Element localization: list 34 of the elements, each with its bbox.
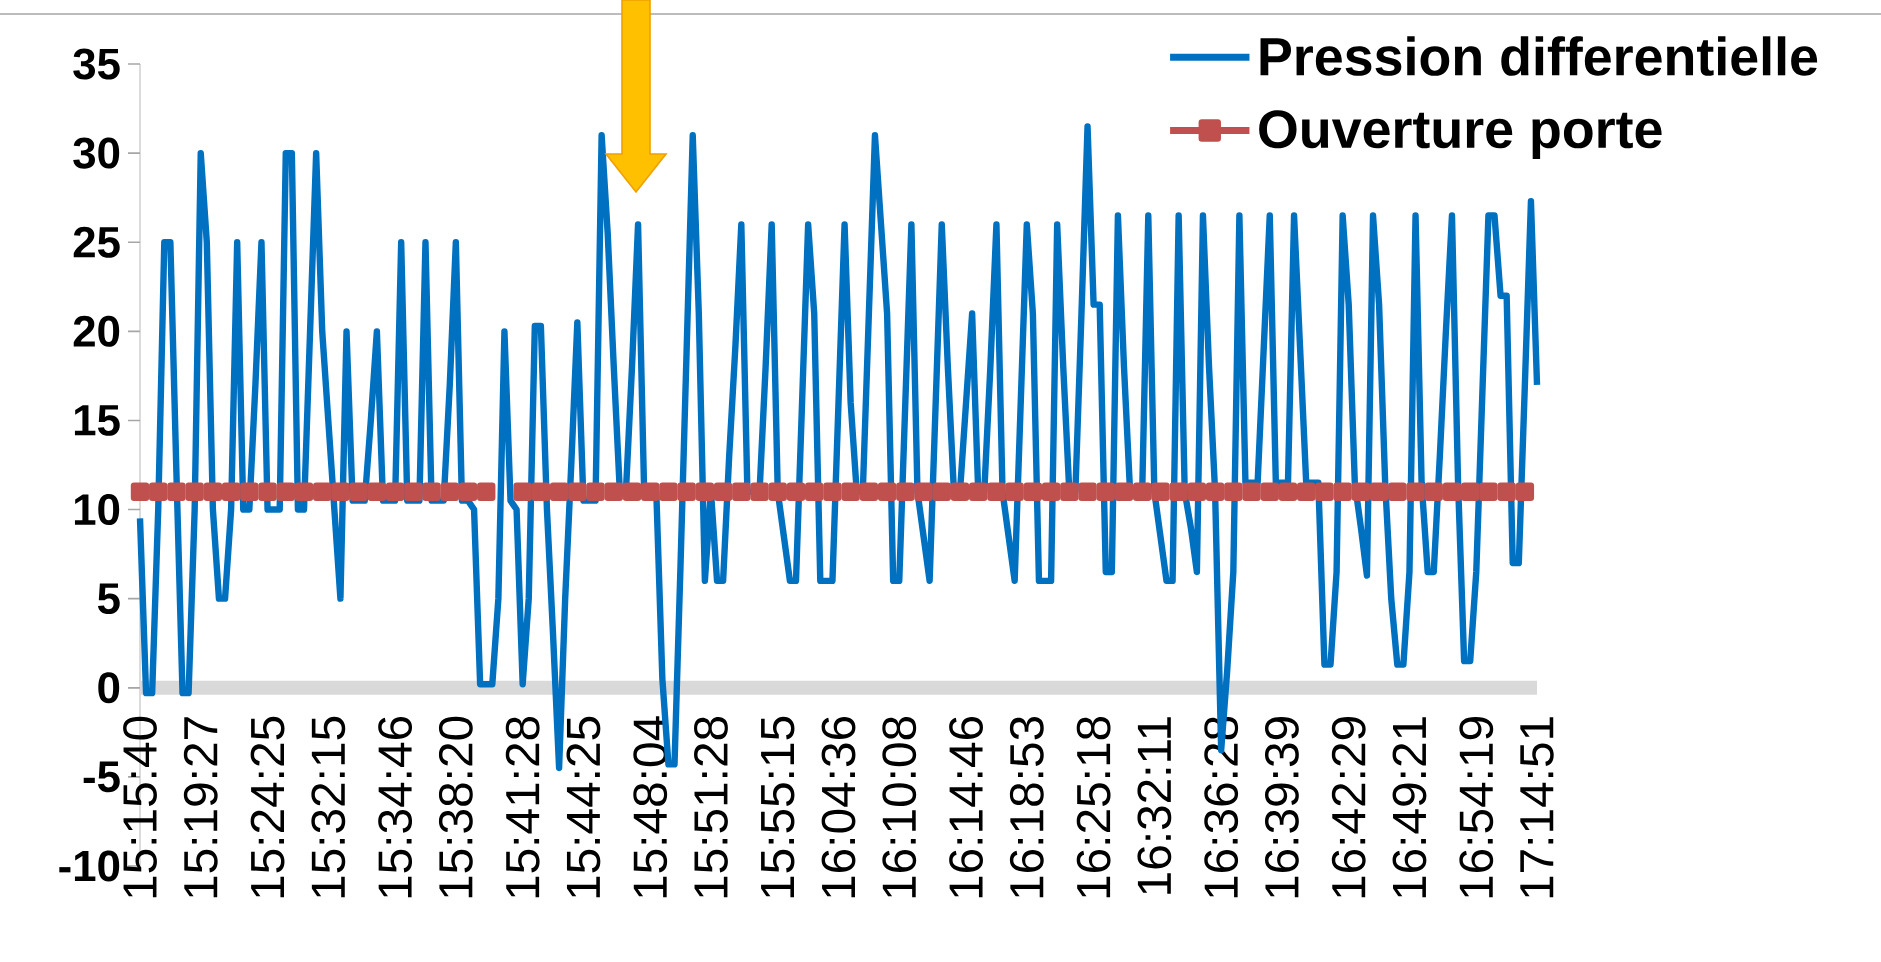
y-tick-label: 0 xyxy=(98,672,120,704)
x-tick-label: 16:04:36 xyxy=(821,716,856,898)
x-tick-label: 16:42:29 xyxy=(1331,717,1366,898)
x-tick-label: 16:54:19 xyxy=(1459,717,1494,898)
legend-label: Pression differentielle xyxy=(1260,36,1818,76)
x-tick-label: 16:49:21 xyxy=(1392,717,1427,898)
x-tick-label: 15:55:15 xyxy=(761,716,795,898)
x-tick-label: 16:32:11 xyxy=(1137,717,1172,894)
legend-label: Ouverture porte xyxy=(1259,110,1662,159)
y-tick-label: 30 xyxy=(73,137,120,169)
x-tick-label: 17:14:51 xyxy=(1520,717,1554,898)
x-tick-label: 16:18:53 xyxy=(1009,716,1044,898)
x-tick-label: 15:19:27 xyxy=(183,717,218,898)
x-tick-label: 15:15:40 xyxy=(123,716,157,898)
y-tick-label: 15 xyxy=(74,405,120,436)
x-tick-label: 15:32:15 xyxy=(311,716,346,898)
x-tick-label: 15:24:25 xyxy=(250,716,285,898)
x-tick-label: 15:34:46 xyxy=(378,716,413,898)
y-tick-label: 20 xyxy=(73,315,120,347)
y-tick-label: 35 xyxy=(73,48,120,80)
y-tick-label: 25 xyxy=(73,226,120,258)
y-tick-label: -10 xyxy=(59,850,120,882)
y-tick-label: 5 xyxy=(97,583,120,614)
x-tick-label: 15:41:28 xyxy=(505,716,540,898)
x-tick-label: 16:39:39 xyxy=(1264,717,1299,898)
x-tick-label: 15:44:25 xyxy=(566,716,601,898)
y-tick-label: 10 xyxy=(74,494,120,526)
x-tick-label: 16:10:08 xyxy=(882,716,917,898)
x-tick-label: 16:14:46 xyxy=(949,716,983,898)
x-tick-label: 15:48:04 xyxy=(633,716,668,898)
x-tick-label: 15:51:28 xyxy=(694,716,728,898)
y-tick-label: -5 xyxy=(83,761,120,793)
x-tick-label: 16:25:18 xyxy=(1076,716,1111,898)
x-tick-label: 15:38:20 xyxy=(438,716,473,898)
